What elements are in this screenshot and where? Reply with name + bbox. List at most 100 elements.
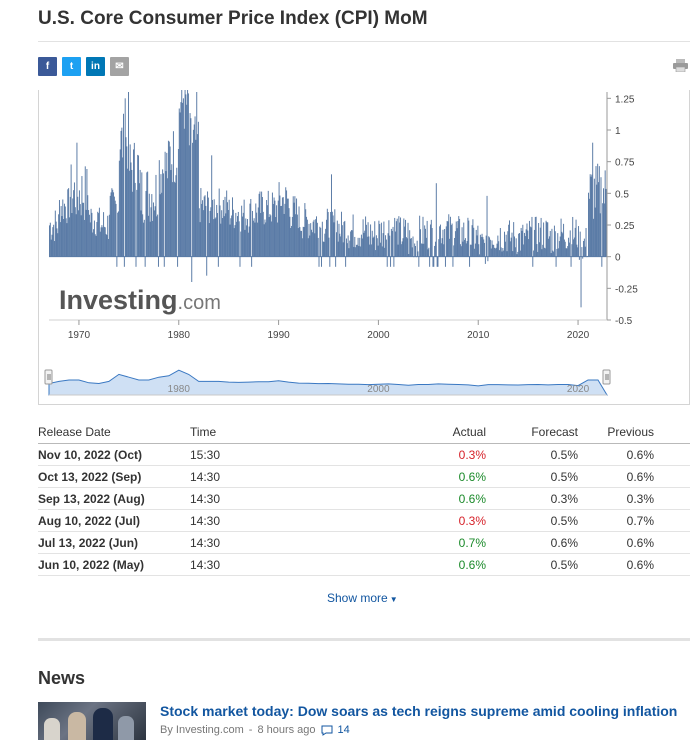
cpi-bar xyxy=(110,192,112,257)
cpi-bar xyxy=(302,226,304,257)
cpi-bar xyxy=(405,219,407,257)
cpi-bar xyxy=(323,241,325,257)
cpi-bar xyxy=(412,236,414,257)
print-icon[interactable] xyxy=(673,59,688,72)
cpi-bar xyxy=(294,196,296,257)
header-previous[interactable]: Previous xyxy=(607,424,654,439)
header-time[interactable]: Time xyxy=(190,424,217,439)
cpi-bar xyxy=(237,216,238,257)
cpi-bar xyxy=(474,243,476,257)
cpi-bar xyxy=(125,137,127,257)
cpi-bar xyxy=(545,220,547,257)
cpi-bar xyxy=(258,193,260,257)
cpi-bar xyxy=(338,223,340,257)
cpi-bar xyxy=(251,256,253,267)
cpi-bar xyxy=(454,231,456,257)
cpi-bar xyxy=(174,182,176,257)
cpi-bar xyxy=(537,251,539,257)
cpi-bar xyxy=(343,221,345,257)
cpi-bar xyxy=(534,217,536,257)
cpi-bar xyxy=(157,256,159,267)
cpi-bar xyxy=(296,198,298,257)
cpi-bar xyxy=(284,203,286,257)
cpi-bar xyxy=(286,198,288,257)
cpi-bar xyxy=(335,232,337,257)
cpi-bar xyxy=(406,238,408,257)
cpi-bar xyxy=(101,225,103,257)
cpi-chart[interactable]: 1.25 1 0.75 0.5 0.25 0 -0.25 -0.5 1970 1980 1990 2… xyxy=(39,90,691,405)
cpi-bar xyxy=(113,192,115,257)
email-share-button[interactable]: ✉ xyxy=(110,57,129,76)
y-tick-label: 0 xyxy=(615,253,621,264)
cpi-bar xyxy=(124,98,126,257)
cpi-bar xyxy=(311,229,313,257)
cpi-bar xyxy=(92,232,94,257)
cpi-bar xyxy=(83,219,85,257)
cpi-bar xyxy=(222,218,223,257)
cpi-bar xyxy=(375,235,377,257)
linkedin-share-button[interactable]: in xyxy=(86,57,105,76)
cpi-bar xyxy=(365,216,367,257)
cpi-bar xyxy=(436,256,438,267)
cpi-bar xyxy=(458,216,460,257)
news-thumbnail[interactable] xyxy=(38,702,146,740)
cpi-bar xyxy=(268,217,270,257)
cpi-bar xyxy=(157,214,159,257)
y-tick-label: 0.5 xyxy=(615,189,629,200)
y-tick-label: 0.25 xyxy=(615,221,635,232)
cpi-bar xyxy=(472,219,474,257)
cpi-bar xyxy=(181,90,183,257)
twitter-share-button[interactable]: t xyxy=(62,57,81,76)
news-headline-link[interactable]: Stock market today: Dow soars as tech re… xyxy=(160,703,678,719)
cpi-bar xyxy=(281,197,283,257)
cpi-bar xyxy=(490,248,492,257)
facebook-share-button[interactable]: f xyxy=(38,57,57,76)
cpi-bar xyxy=(282,197,284,257)
row-actual: 0.3% xyxy=(458,513,486,528)
news-comments-count[interactable]: 14 xyxy=(337,724,350,736)
cpi-bar xyxy=(154,206,156,257)
cpi-bar xyxy=(262,211,264,257)
cpi-bar xyxy=(116,256,118,267)
show-more-link[interactable]: Show more ▼ xyxy=(327,591,398,605)
cpi-bar xyxy=(523,244,525,257)
header-forecast[interactable]: Forecast xyxy=(531,424,578,439)
cpi-bar xyxy=(489,237,491,257)
cpi-bar xyxy=(482,237,484,257)
cpi-bar xyxy=(113,196,115,257)
cpi-bar xyxy=(197,134,199,257)
cpi-bar xyxy=(66,223,68,257)
cpi-bar xyxy=(516,254,518,257)
cpi-bar xyxy=(445,226,447,257)
chart-container[interactable]: 1.25 1 0.75 0.5 0.25 0 -0.25 -0.5 1970 1980 1990 2… xyxy=(38,90,690,405)
cpi-bar xyxy=(469,244,471,257)
cpi-bar xyxy=(86,169,88,257)
cpi-bar xyxy=(509,220,510,257)
cpi-bar xyxy=(359,237,361,257)
cpi-bar xyxy=(266,205,268,257)
cpi-bar xyxy=(415,246,416,257)
header-actual[interactable]: Actual xyxy=(452,424,486,439)
cpi-bar xyxy=(182,102,184,257)
cpi-bar xyxy=(317,237,319,257)
row-time: 14:30 xyxy=(190,469,221,484)
cpi-bar xyxy=(52,227,54,257)
cpi-bar xyxy=(98,207,100,257)
header-release-date[interactable]: Release Date xyxy=(38,424,111,439)
cpi-bar xyxy=(242,212,244,257)
cpi-bar xyxy=(386,256,388,267)
cpi-bar xyxy=(243,199,245,257)
cpi-bar xyxy=(291,216,293,257)
cpi-bar xyxy=(340,236,342,257)
cpi-bar xyxy=(311,232,313,257)
news-item[interactable]: Stock market today: Dow soars as tech re… xyxy=(38,702,690,740)
cpi-bar xyxy=(344,220,346,257)
cpi-bar xyxy=(420,243,422,257)
cpi-bar xyxy=(227,202,228,257)
y-tick-label: 0.75 xyxy=(615,158,635,169)
table-row: Jul 13, 2022 (Jun) 14:30 0.7% 0.6% 0.6% xyxy=(38,532,690,554)
cpi-bar xyxy=(276,222,278,257)
cpi-bar xyxy=(341,225,343,257)
cpi-bar xyxy=(558,248,560,257)
cpi-bar xyxy=(259,191,261,257)
